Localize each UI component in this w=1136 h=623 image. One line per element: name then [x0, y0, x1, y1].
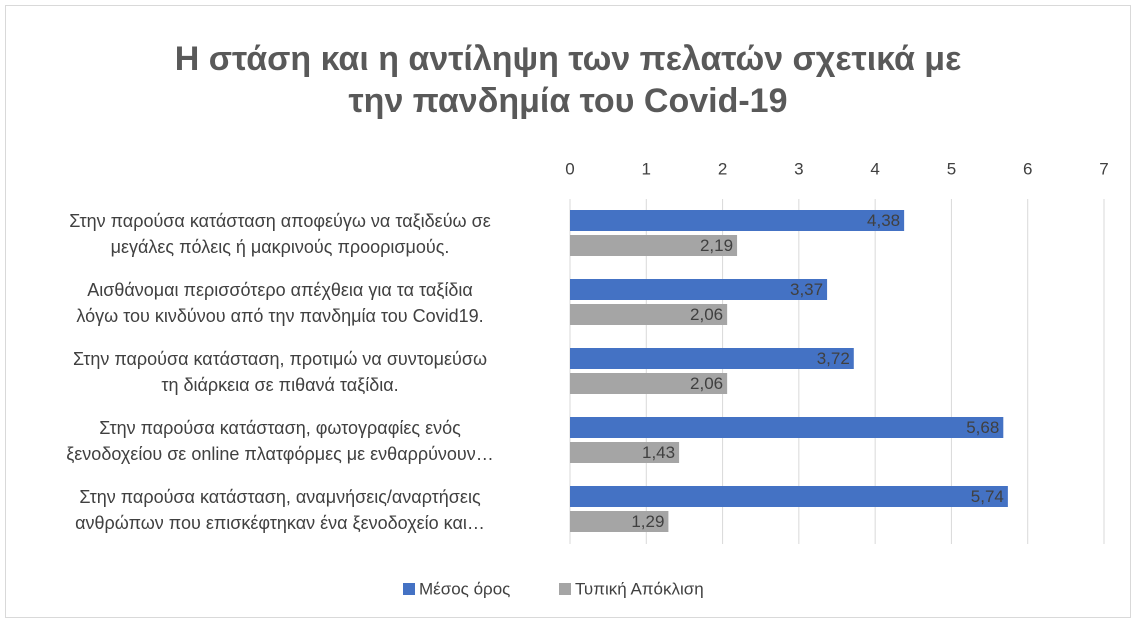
x-tick-label: 7: [1099, 159, 1108, 178]
bar: [570, 511, 669, 532]
data-label: 2,06: [690, 374, 723, 393]
x-tick-label: 4: [870, 159, 879, 178]
y-tick-label: Στην παρούσα κατάσταση, προτιμώ να συντο…: [72, 348, 488, 395]
y-tick-label: Στην παρούσα κατάσταση αποφεύγω να ταξιδ…: [69, 210, 491, 257]
x-tick-label: 3: [794, 159, 803, 178]
data-label: 5,74: [971, 487, 1004, 506]
bar: [570, 373, 728, 394]
legend-label: Τυπική Απόκλιση: [575, 579, 704, 598]
x-tick-label: 5: [947, 159, 956, 178]
data-label: 3,72: [817, 349, 850, 368]
legend-swatch: [559, 583, 571, 595]
legend-swatch: [403, 583, 415, 595]
bar: [570, 235, 738, 256]
data-label: 1,29: [631, 512, 664, 531]
y-tick-label: Αισθάνομαι περισσότερο απέχθεια για τα τ…: [76, 279, 484, 326]
data-label: 2,06: [690, 305, 723, 324]
chart-border: [5, 5, 1131, 618]
x-tick-label: 1: [642, 159, 651, 178]
bar: [570, 417, 1004, 438]
y-tick-label: Στην παρούσα κατάσταση, φωτογραφίες ενός…: [66, 417, 494, 464]
bar: [570, 348, 854, 369]
x-tick-label: 6: [1023, 159, 1032, 178]
data-label: 5,68: [966, 418, 999, 437]
bar: [570, 486, 1008, 507]
data-label: 2,19: [700, 236, 733, 255]
chart-title: Η στάση και η αντίληψη των πελατών σχετι…: [174, 40, 962, 120]
legend-label: Μέσος όρος: [419, 579, 510, 598]
bar: [570, 304, 728, 325]
data-label: 4,38: [867, 211, 900, 230]
y-tick-label: Στην παρούσα κατάσταση, αναμνήσεις/αναρτ…: [75, 486, 485, 533]
data-label: 3,37: [790, 280, 823, 299]
data-label: 1,43: [642, 443, 675, 462]
x-tick-label: 0: [565, 159, 574, 178]
x-tick-label: 2: [718, 159, 727, 178]
bar: [570, 210, 905, 231]
bar: [570, 279, 828, 300]
bar: [570, 442, 680, 463]
